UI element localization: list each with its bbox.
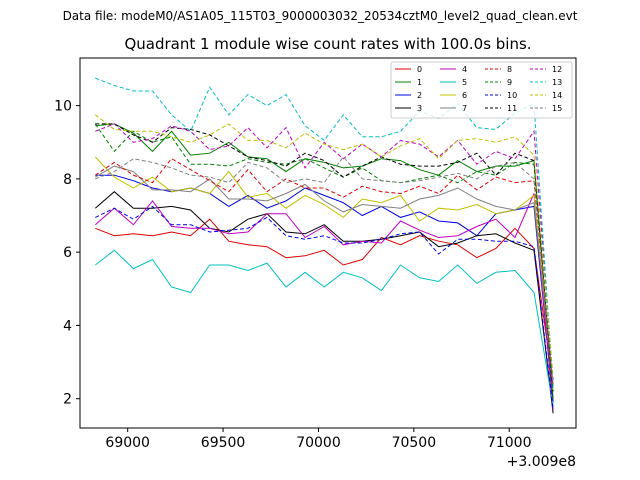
legend-label: 13	[552, 78, 562, 87]
legend-item-2: 2	[395, 91, 422, 100]
legend-label: 6	[462, 91, 467, 100]
legend-item-14: 14	[530, 91, 562, 100]
y-tick-label: 2	[63, 392, 72, 408]
x-tick-label: 70500	[392, 435, 437, 451]
legend-item-9: 9	[485, 78, 512, 87]
series-line-11	[95, 123, 554, 392]
series-line-0	[95, 218, 554, 385]
series-line-4	[94, 193, 554, 410]
legend-item-4: 4	[440, 65, 467, 74]
legend-label: 15	[552, 104, 562, 113]
legend-label: 4	[462, 65, 467, 74]
legend-item-10: 10	[485, 91, 517, 100]
plot-frame	[79, 57, 577, 429]
legend-label: 5	[462, 78, 467, 87]
plot-background	[80, 58, 576, 428]
legend-label: 7	[462, 104, 467, 113]
y-tick-label: 10	[54, 99, 72, 115]
series-line-8	[95, 158, 554, 388]
series-line-15	[95, 156, 554, 385]
series-layer	[94, 77, 554, 414]
legend-item-3: 3	[395, 104, 422, 113]
legend-item-0: 0	[395, 65, 422, 74]
y-axis: 2 4 6 8 10	[54, 99, 80, 408]
legend-item-13: 13	[530, 78, 562, 87]
series-line-14	[94, 114, 554, 377]
x-tick-label: 71000	[487, 435, 532, 451]
series-line-10	[95, 205, 554, 410]
x-tick-label: 70000	[296, 435, 341, 451]
legend-label: 11	[507, 104, 517, 113]
legend-label: 14	[552, 91, 562, 100]
chart-title: Quadrant 1 module wise count rates with …	[124, 35, 531, 53]
y-tick-label: 8	[63, 172, 72, 188]
legend-label: 9	[507, 78, 512, 87]
legend-label: 12	[552, 65, 562, 74]
x-tick-label: 69500	[201, 435, 246, 451]
series-line-12	[95, 123, 554, 381]
legend-label: 10	[507, 91, 517, 100]
x-axis-offset-label: +3.009e8	[507, 454, 576, 470]
series-line-1	[95, 123, 554, 399]
y-tick-label: 4	[63, 318, 72, 334]
series-line-3	[94, 191, 554, 414]
legend-label: 1	[417, 78, 422, 87]
series-line-7	[95, 165, 554, 388]
legend-item-11: 11	[485, 104, 517, 113]
y-tick-label: 6	[63, 245, 72, 261]
legend-label: 8	[507, 65, 512, 74]
legend-item-5: 5	[440, 78, 467, 87]
legend-item-7: 7	[440, 104, 467, 113]
legend-item-12: 12	[530, 65, 562, 74]
x-axis: 69000 69500 70000 70500 71000	[105, 428, 532, 451]
series-line-6	[94, 156, 554, 392]
legend-item-1: 1	[395, 78, 422, 87]
legend-item-8: 8	[485, 65, 512, 74]
legend-label: 3	[417, 104, 422, 113]
legend-box	[390, 61, 573, 119]
legend-label: 2	[417, 91, 422, 100]
legend-item-6: 6	[440, 91, 467, 100]
series-line-5	[94, 249, 554, 407]
legend-item-15: 15	[530, 104, 562, 113]
x-tick-label: 69000	[105, 435, 150, 451]
legend-label: 0	[417, 65, 422, 74]
plot-area	[79, 57, 577, 429]
series-line-9	[94, 123, 554, 399]
chart-suptitle: Data file: modeM0/AS1A05_115T03_90000030…	[63, 9, 578, 23]
series-line-13	[95, 77, 554, 388]
